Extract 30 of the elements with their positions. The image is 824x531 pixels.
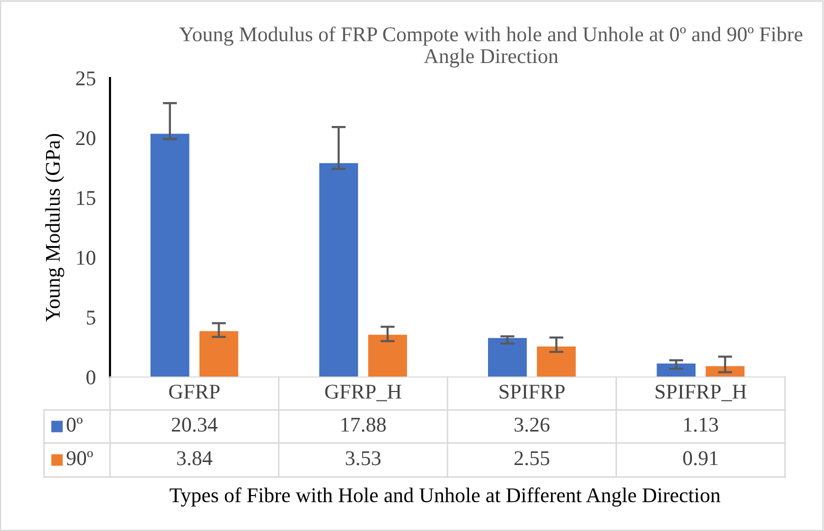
data-label: 3.84 [177,451,212,466]
data-label: 2.55 [514,451,550,466]
x-tick-label: SPIFRP_H [656,384,746,402]
data-label: 20.34 [172,418,218,432]
legend-label: 90º [66,451,93,466]
data-label: 3.26 [514,418,550,432]
x-tick-label: GFRP_H [325,384,402,402]
bar [536,346,576,377]
y-tick-label: 20 [76,131,96,146]
y-tick-label: 10 [77,250,96,265]
y-tick-label: 5 [86,310,96,325]
x-tick-label: SPIFRP [500,384,565,399]
x-tick-label: GFRP [169,384,220,399]
bar [150,134,190,377]
y-axis-title: Young Modulus (GPa) [45,134,64,322]
data-label: 17.88 [342,418,386,432]
bar [319,163,358,377]
bar [656,363,696,377]
data-label: 3.53 [346,451,381,466]
y-tick-label: 25 [76,71,96,86]
data-label: 0.91 [683,451,718,466]
bar [368,334,407,377]
bar [199,331,238,377]
x-axis-title: Types of Fibre with Hole and Unhole at Different Angle Direction [170,487,720,507]
chart-title: Young Modulus of FRP Compote with hole and Unhole at 0º and 90º Fibre Angle Direction [179,26,802,68]
y-tick-label: 0 [86,370,96,384]
data-label: 1.13 [684,418,718,432]
bar [488,338,527,377]
legend-label: 0º [66,418,82,432]
y-tick-label: 15 [77,191,96,206]
